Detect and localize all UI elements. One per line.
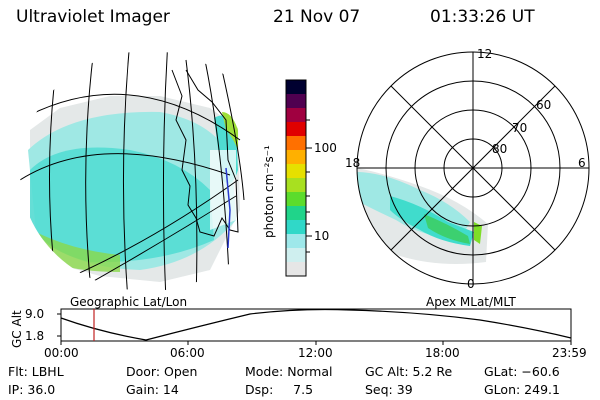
status-mode: Mode: Normal [245,364,333,379]
status-glat: GLat: −60.6 [484,364,560,379]
mlat-label-70: 70 [512,121,528,135]
status-gain: Gain: 14 [126,382,179,397]
date-label: 21 Nov 07 [273,7,361,27]
mlt-label-0: 0 [467,277,475,291]
color-scale-bar [285,79,312,277]
status-dsp: Dsp: 7.5 [245,382,314,397]
colorbar-tick-100: 100 [314,141,337,155]
mlat-label-60: 60 [536,98,552,112]
geo-auroral-image [20,51,245,291]
colorbar-tick-10: 10 [314,229,330,243]
status-ip: IP: 36.0 [8,382,56,397]
time-tick-2359: 23:59 [552,346,587,360]
time-tick-0000: 00:00 [44,346,79,360]
time-label: 01:33:26 UT [430,7,535,27]
colorbar-unit-label: photon cm⁻²s⁻¹ [262,145,276,238]
altitude-tick-high: 9.0 [25,307,45,321]
apex-panel-label: Apex MLat/MLT [426,295,516,309]
status-door: Door: Open [126,364,198,379]
mlat-label-80: 80 [492,142,508,156]
time-tick-1800: 18:00 [425,346,460,360]
mlt-label-6: 6 [578,156,586,170]
instrument-title: Ultraviolet Imager [16,7,170,27]
mlt-label-18: 18 [345,156,361,170]
status-gc-alt: GC Alt: 5.2 Re [365,364,453,379]
status-seq: Seq: 39 [365,382,413,397]
polar-auroral-image [356,51,590,285]
altitude-plot [57,308,572,345]
status-flt: Flt: LBHL [8,364,64,379]
altitude-tick-low: 1.8 [25,329,45,343]
geographic-panel-label: Geographic Lat/Lon [70,295,188,309]
time-tick-1200: 12:00 [298,346,333,360]
time-tick-0600: 06:00 [170,346,205,360]
altitude-axis-title: GC Alt [10,310,24,348]
status-glon: GLon: 249.1 [484,382,560,397]
mlt-label-12: 12 [477,47,493,61]
